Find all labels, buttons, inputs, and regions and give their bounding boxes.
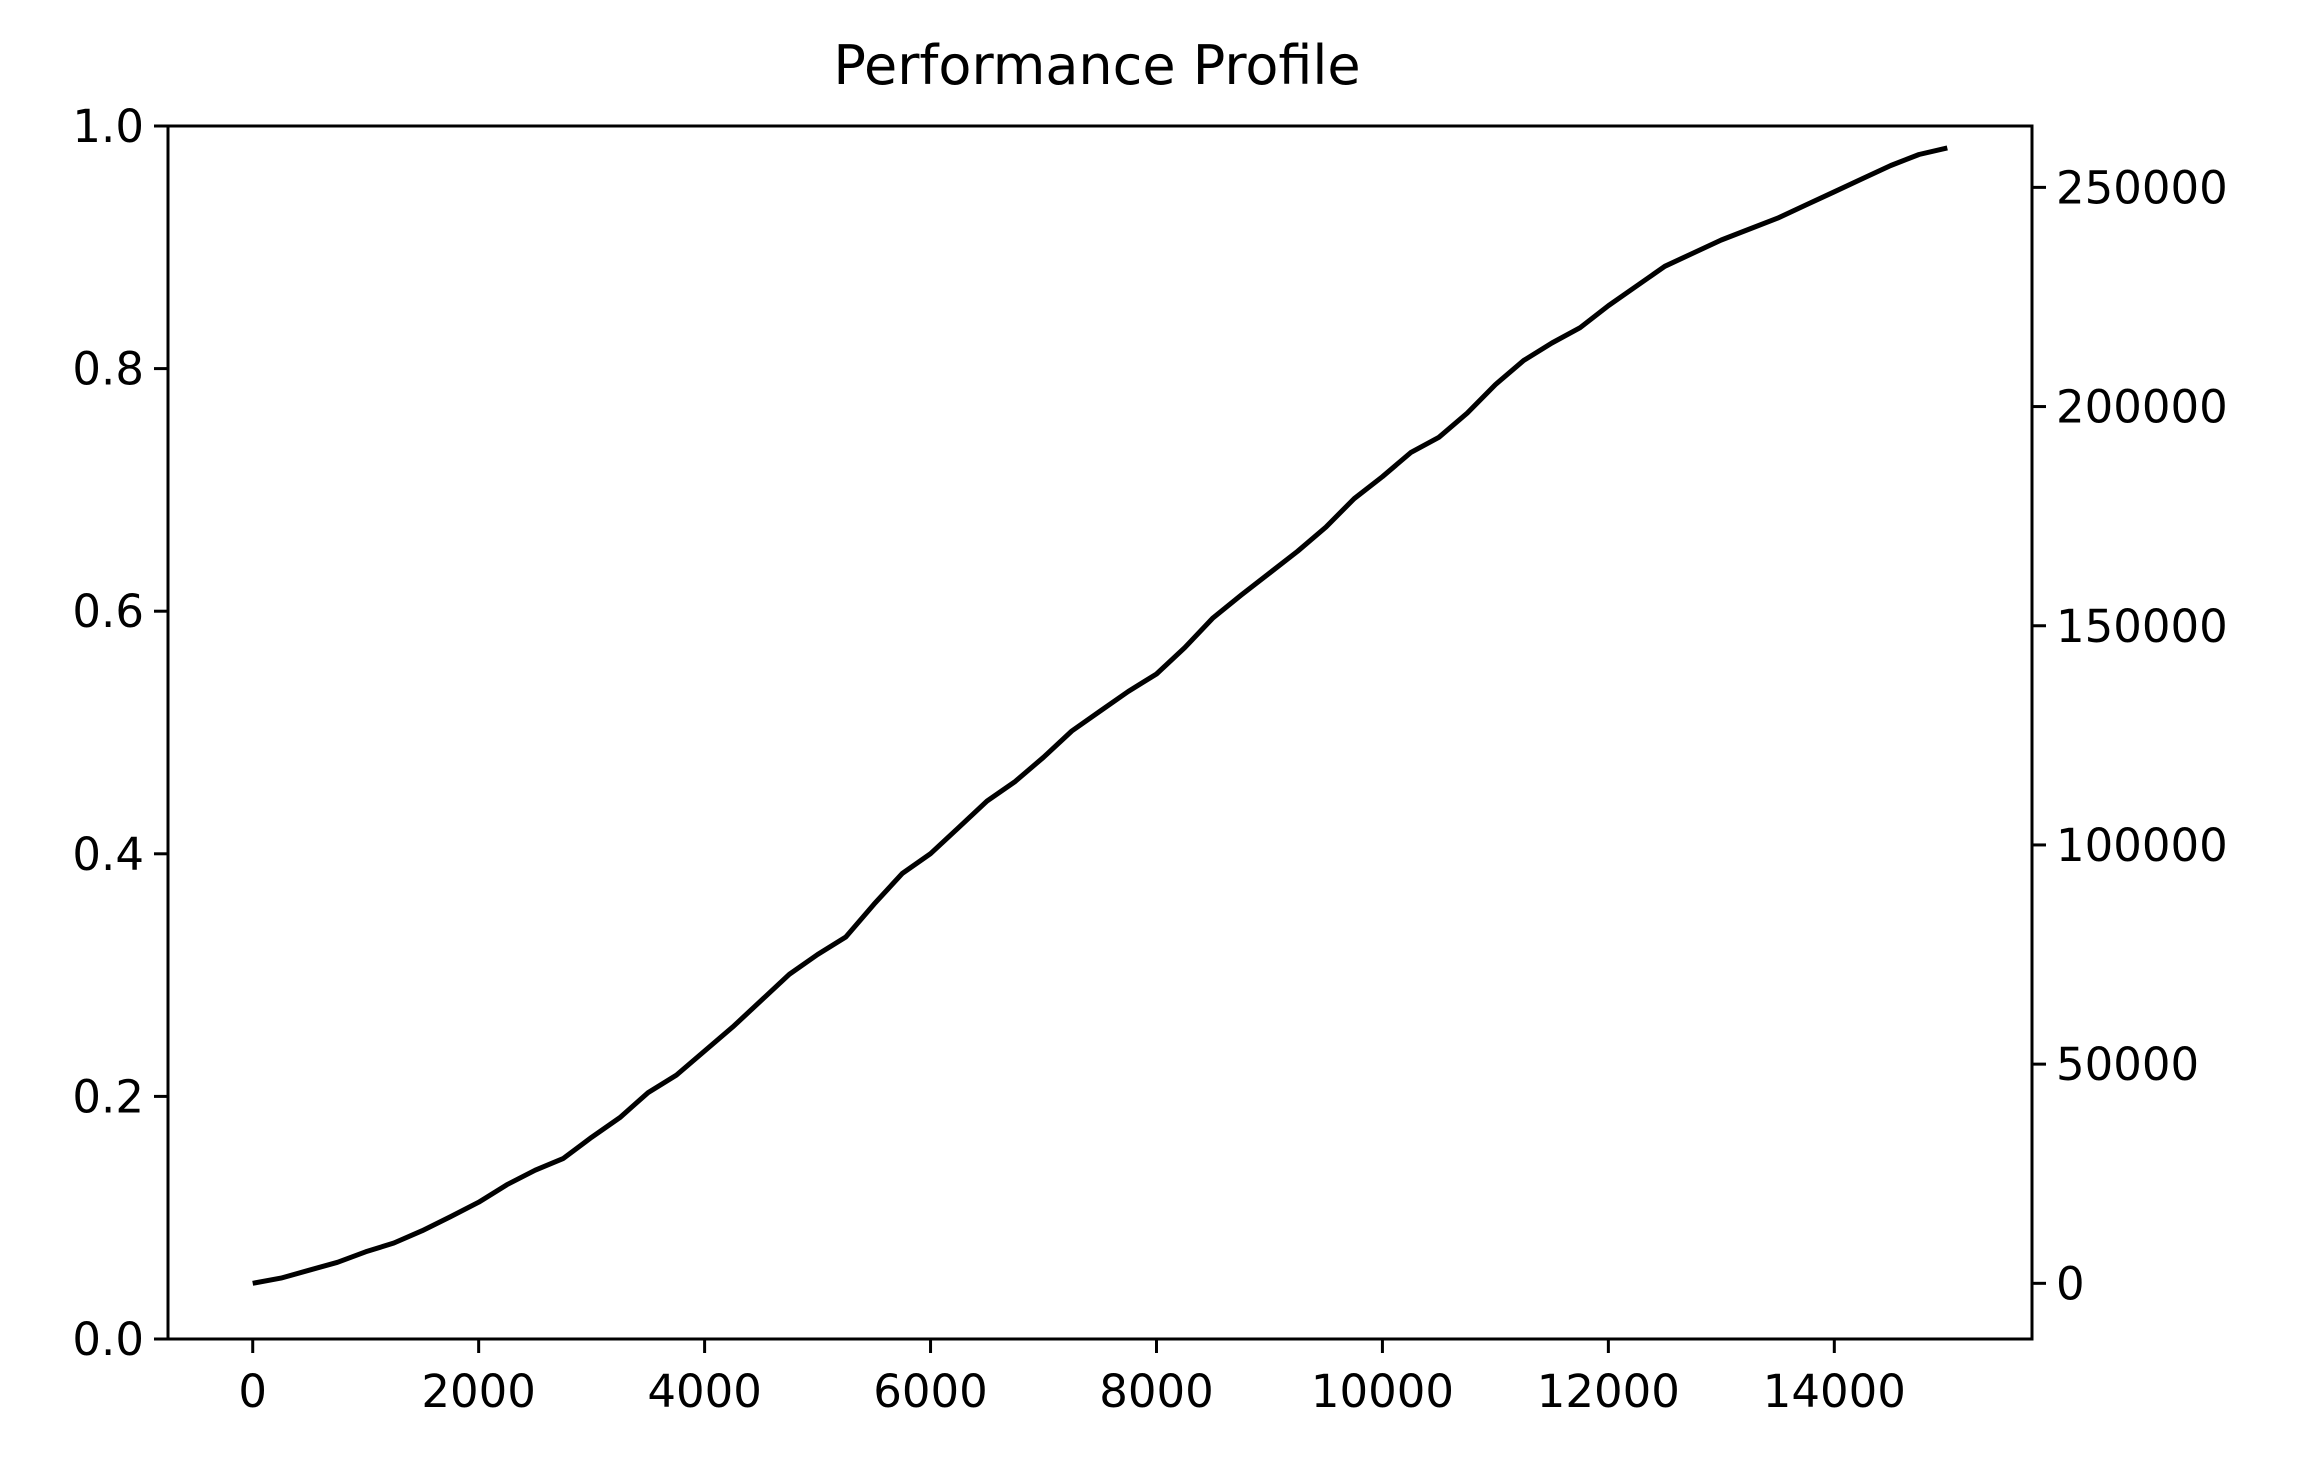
x-tick-label: 0 xyxy=(238,1365,267,1418)
y-axis-right: 0 50000 100000 150000 200000 250000 xyxy=(2032,161,2228,1310)
x-axis: 0 2000 4000 6000 8000 10000 12000 14000 xyxy=(238,1339,1906,1418)
x-tick-label: 6000 xyxy=(873,1365,988,1418)
y-left-tick-label: 0.6 xyxy=(72,585,144,638)
y-left-tick-label: 0.0 xyxy=(72,1313,144,1366)
y-left-tick-label: 1.0 xyxy=(72,100,144,153)
y-right-tick-label: 150000 xyxy=(2056,600,2228,653)
series-line-0 xyxy=(252,145,1948,1286)
x-tick-label: 14000 xyxy=(1763,1365,1906,1418)
x-tick-label: 12000 xyxy=(1537,1365,1680,1418)
y-right-tick-label: 50000 xyxy=(2056,1038,2199,1091)
x-tick-label: 4000 xyxy=(647,1365,762,1418)
y-left-tick-label: 0.4 xyxy=(72,828,144,881)
x-tick-label: 8000 xyxy=(1099,1365,1214,1418)
y-right-tick-label: 200000 xyxy=(2056,381,2228,434)
y-right-tick-label: 0 xyxy=(2056,1257,2085,1310)
chart-title: Performance Profile xyxy=(833,34,1360,97)
y-right-tick-label: 250000 xyxy=(2056,161,2228,214)
y-axis-left: 0.0 0.2 0.4 0.6 0.8 1.0 xyxy=(72,100,168,1366)
x-tick-label: 2000 xyxy=(421,1365,536,1418)
x-tick-label: 10000 xyxy=(1311,1365,1454,1418)
y-left-tick-label: 0.8 xyxy=(72,343,144,396)
plot-area xyxy=(166,124,2034,1341)
y-left-tick-label: 0.2 xyxy=(72,1070,144,1123)
y-right-tick-label: 100000 xyxy=(2056,819,2228,872)
series-layer xyxy=(252,145,1948,1286)
plot-frame xyxy=(166,124,2034,1341)
